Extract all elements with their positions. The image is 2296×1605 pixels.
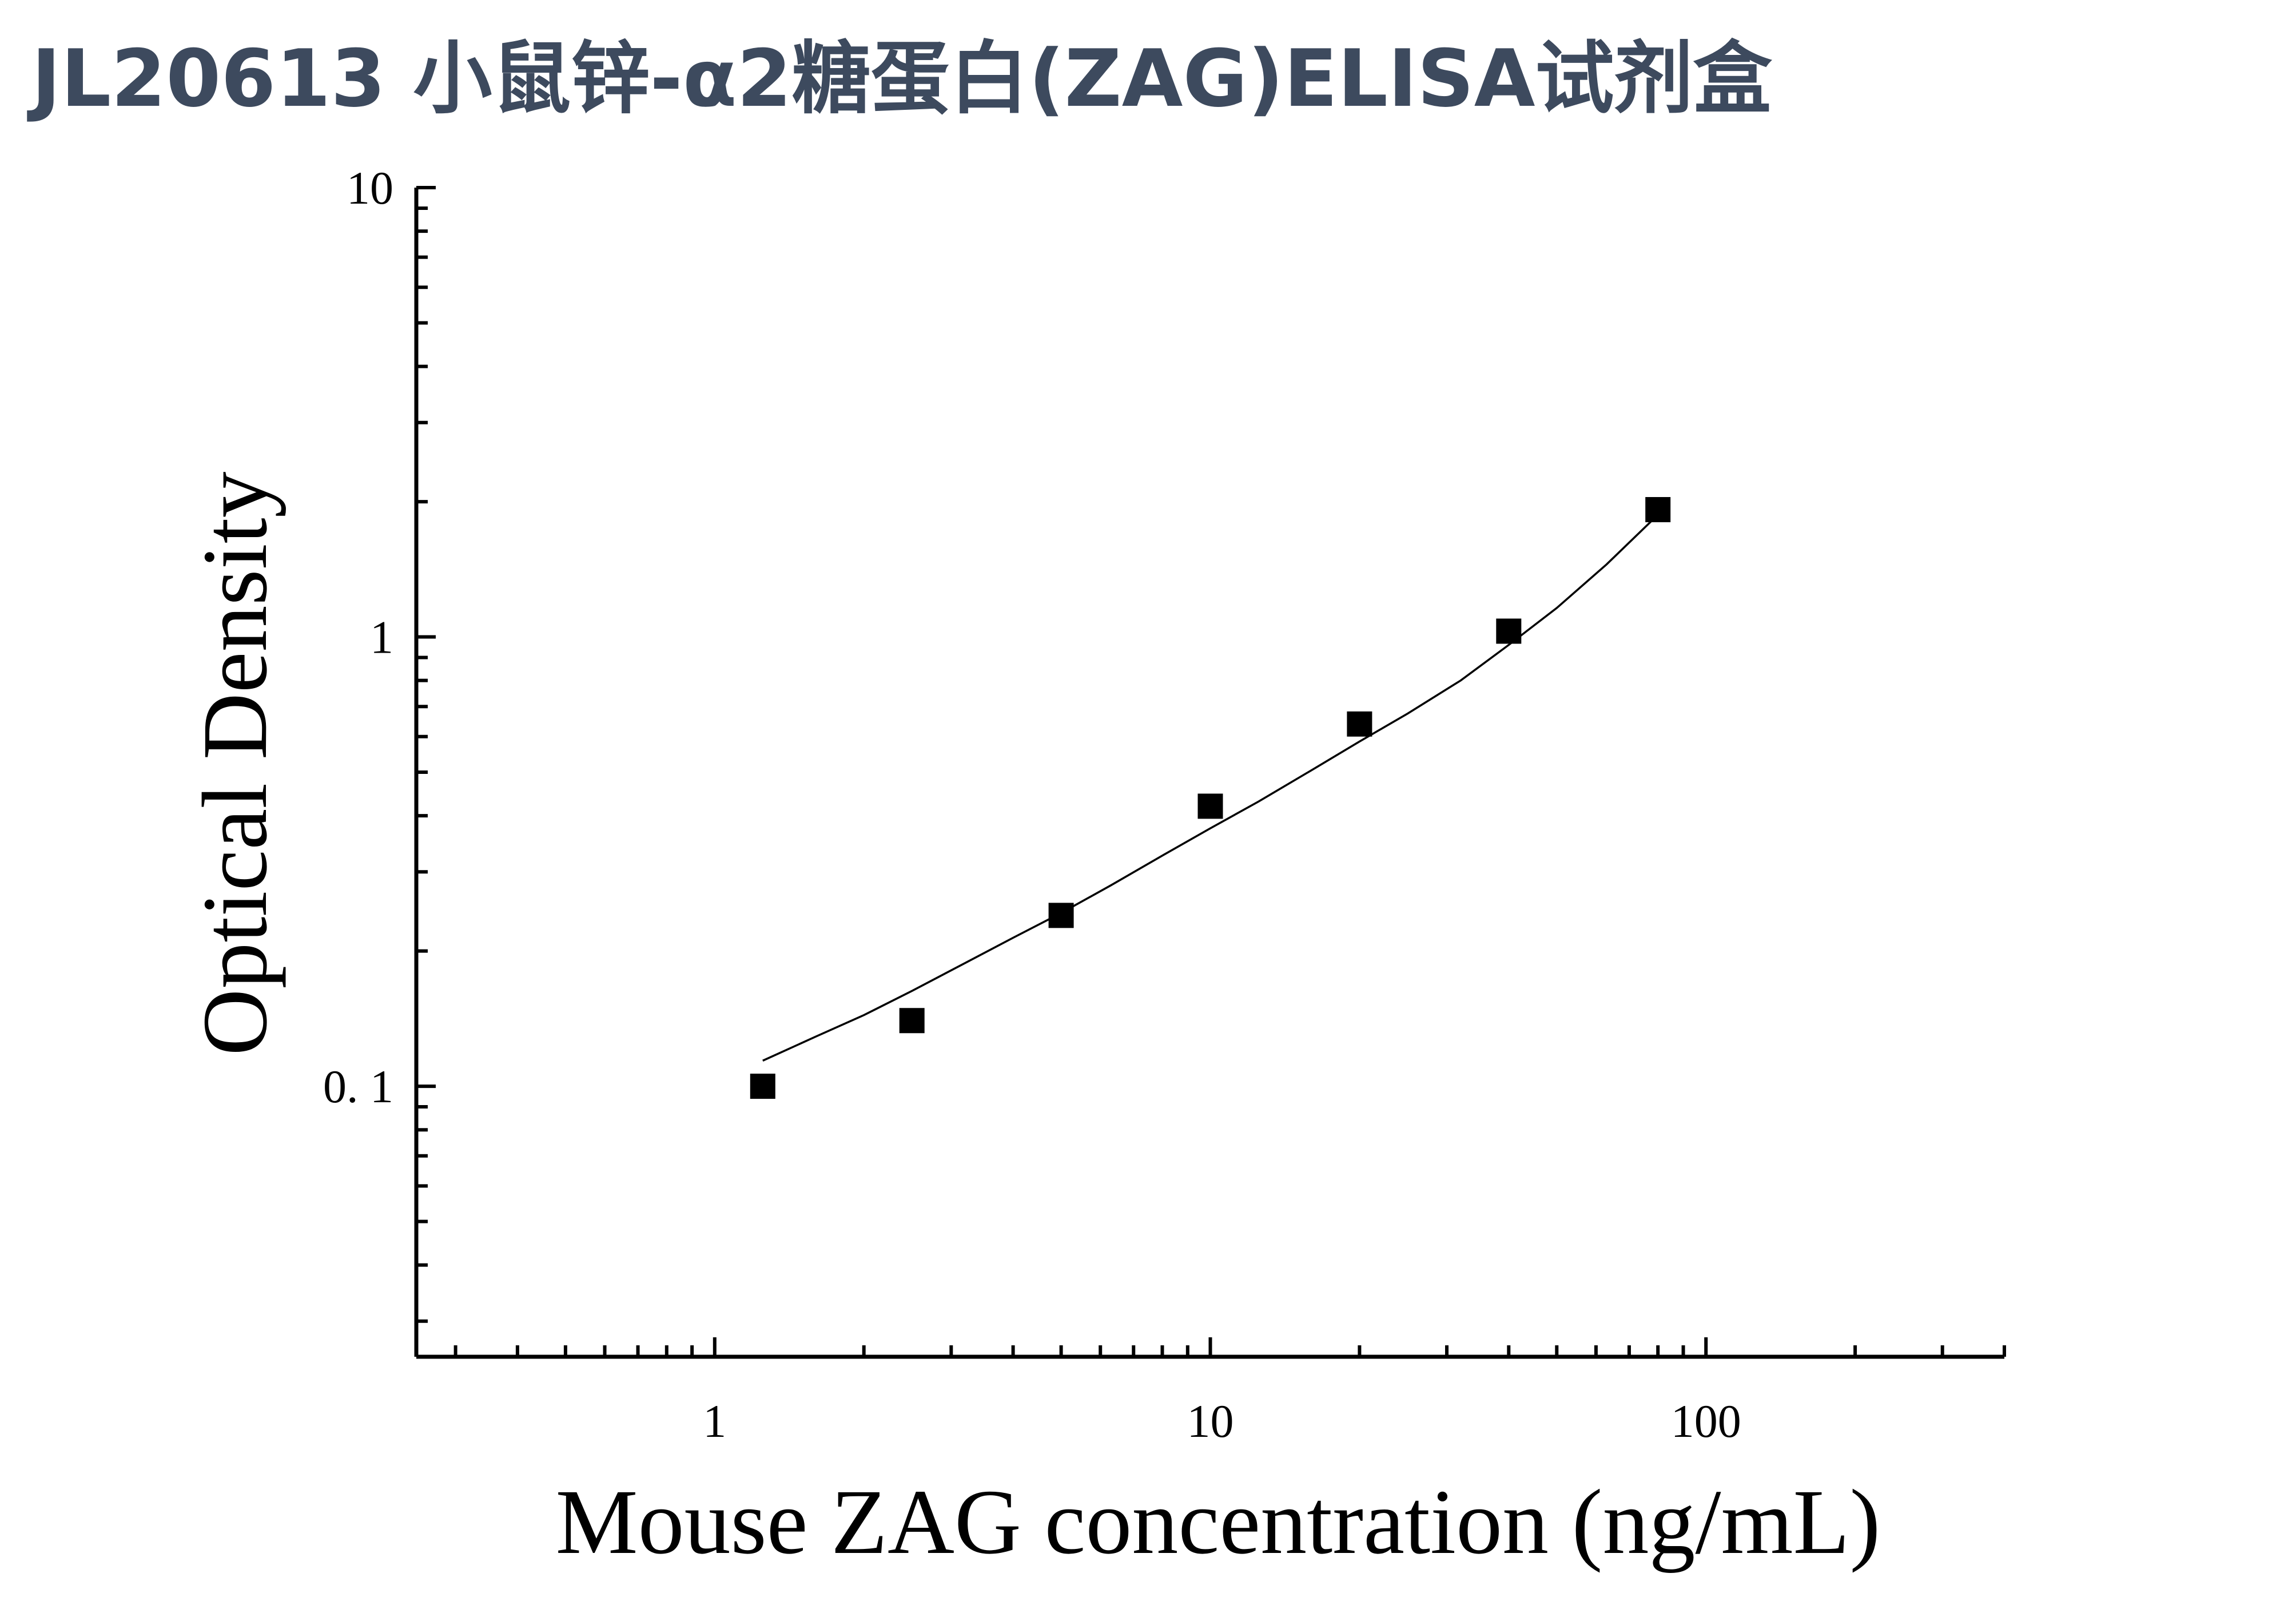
y-tick-label: 0. 1 <box>323 1060 393 1113</box>
y-axis-label: Optical Density <box>184 471 286 1055</box>
axes: 1 10 100 0. 1 1 10 <box>323 162 2006 1447</box>
x-tick-label: 1 <box>703 1395 726 1447</box>
data-point <box>1347 711 1372 737</box>
data-points-layer <box>750 496 1671 1099</box>
data-point <box>899 1008 925 1034</box>
x-tick-label: 10 <box>1187 1395 1234 1447</box>
data-point <box>750 1074 775 1099</box>
data-point <box>1197 793 1223 819</box>
x-tick-label: 100 <box>1671 1395 1741 1447</box>
fit-curve-line <box>762 514 1659 1062</box>
data-point <box>1496 618 1522 644</box>
data-point <box>1048 903 1074 928</box>
y-tick-label: 1 <box>370 611 393 664</box>
x-axis-label: Mouse ZAG concentration (ng/mL) <box>556 1471 1881 1574</box>
chart-title: JL20613 小鼠锌-α2糖蛋白(ZAG)ELISA试剂盒 <box>27 33 1773 125</box>
data-point <box>1645 496 1671 522</box>
y-tick-label: 10 <box>347 162 393 214</box>
fit-curve-layer <box>762 514 1659 1062</box>
